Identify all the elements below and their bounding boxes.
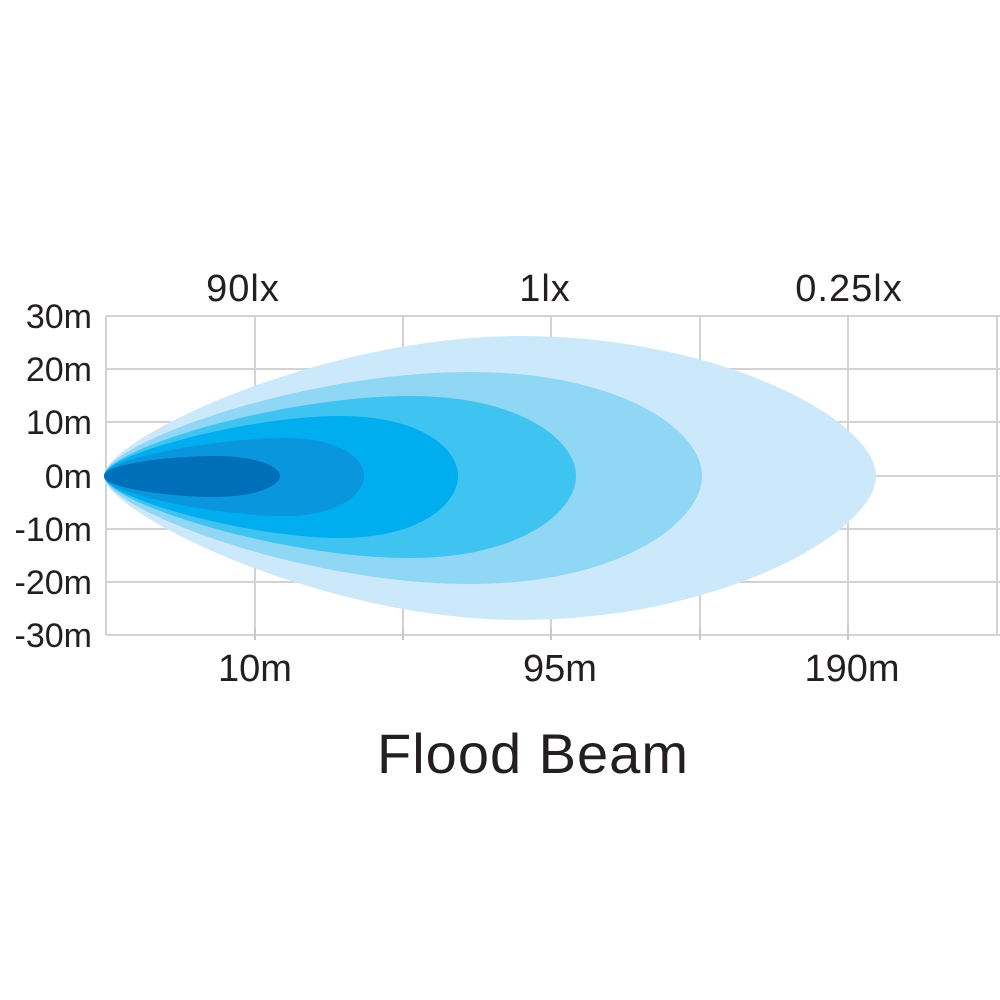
y-axis-label: -20m [15,564,92,602]
lux-label: 90lx [206,268,280,310]
y-axis-label: 0m [45,458,92,496]
y-axis-label: -30m [15,617,92,655]
y-axis-label: -10m [15,511,92,549]
lux-label: 0.25lx [795,268,902,310]
lux-labels: 90lx 1lx 0.25lx [206,268,902,310]
y-axis-label: 30m [26,298,92,336]
beam-zone-6 [104,456,280,497]
x-axis-labels: 10m 95m 190m [218,648,899,690]
x-axis-ticks [254,628,849,640]
x-axis-label: 10m [218,648,292,690]
x-axis-label: 190m [804,648,899,690]
diagram-title: Flood Beam [377,722,689,785]
x-axis-label: 95m [523,648,597,690]
y-axis-label: 10m [26,404,92,442]
y-axis-label: 20m [26,351,92,389]
beam-zones [104,336,876,620]
y-axis-labels: 30m 20m 10m 0m -10m -20m -30m [15,298,92,655]
lux-label: 1lx [519,268,571,310]
